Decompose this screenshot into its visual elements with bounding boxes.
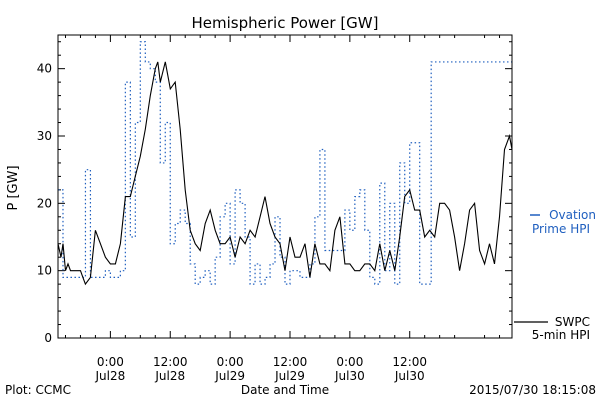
x-axis-label: Date and Time xyxy=(241,383,329,397)
timestamp: 2015/07/30 18:15:08 xyxy=(469,383,596,397)
x-tick-date-label: Jul28 xyxy=(154,369,185,383)
x-tick-date-label: Jul28 xyxy=(95,369,126,383)
y-tick-label: 10 xyxy=(37,264,52,278)
plot-credit: Plot: CCMC xyxy=(5,383,71,397)
x-tick-date-label: Jul30 xyxy=(334,369,365,383)
legend-swpc-label-1: SWPC xyxy=(555,315,590,329)
x-tick-time-label: 0:00 xyxy=(217,355,244,369)
x-tick-time-label: 0:00 xyxy=(97,355,124,369)
y-tick-label: 20 xyxy=(37,196,52,210)
x-tick-date-label: Jul29 xyxy=(214,369,245,383)
x-tick-date-label: Jul30 xyxy=(394,369,425,383)
series-ovation-prime-line xyxy=(58,41,512,285)
series-swpc-line xyxy=(57,61,513,286)
chart-title: Hemispheric Power [GW] xyxy=(192,14,379,32)
y-tick-label: 40 xyxy=(37,62,52,76)
legend-swpc-label-2: 5-min HPI xyxy=(532,328,590,342)
legend-ovation-label-1: Ovation xyxy=(549,208,596,222)
y-tick-label: 30 xyxy=(37,129,52,143)
x-tick-time-label: 12:00 xyxy=(153,355,188,369)
legend-ovation-label-2: Prime HPI xyxy=(532,222,590,236)
x-tick-time-label: 0:00 xyxy=(336,355,363,369)
y-axis-label: P [GW] xyxy=(6,165,21,210)
y-tick-label: 0 xyxy=(44,331,52,345)
x-tick-time-label: 12:00 xyxy=(392,355,427,369)
plot-frame xyxy=(57,34,513,339)
x-tick-time-label: 12:00 xyxy=(273,355,308,369)
series-layer xyxy=(57,41,513,286)
x-tick-date-label: Jul29 xyxy=(274,369,305,383)
axis-ticks: 0102030400:00Jul2812:00Jul280:00Jul2912:… xyxy=(37,35,512,383)
